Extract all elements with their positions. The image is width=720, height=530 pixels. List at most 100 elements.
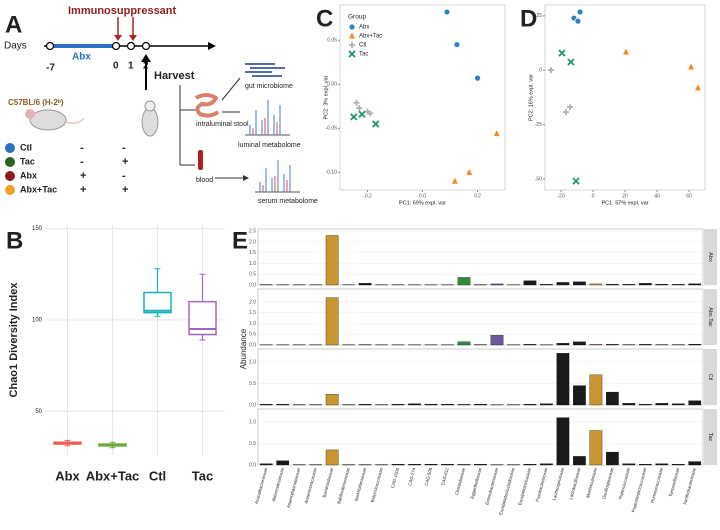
x-tick-label: Lachnospiraceae [552,467,566,501]
bar [424,403,438,406]
box [143,291,172,314]
point [566,104,573,111]
mouse-icon [141,100,159,137]
panel-label: A [5,11,22,38]
y-tick-label: 0.0 [249,462,256,468]
y-tick-label: 1.0 [249,359,256,365]
x-tick-label: Oscillospiraceae [601,467,614,500]
point [466,168,473,175]
x-tick-label: CAG-611 [440,467,450,486]
x-tick-label: Ctl [149,468,166,483]
point [367,110,374,117]
bar [688,400,702,406]
bar [457,403,471,406]
point [688,63,695,70]
bar [523,403,537,406]
y-tick-label: 1.5 [249,250,256,256]
arrowheads [114,35,137,41]
y-tick-label: 0.5 [249,272,256,278]
y-tick-label: 2.0 [249,299,256,305]
facet-label: Tac [707,433,713,442]
spectrum-icon [255,160,300,193]
bracket [179,85,198,166]
bar [276,460,290,466]
point [572,177,580,185]
point [353,99,360,106]
x-tick-label: Butyricicoccaceae [370,467,384,503]
tac-sign: + [122,156,128,168]
blood-arrowhead [243,175,249,181]
bar [671,403,685,406]
x-tick-label: Tac [192,468,213,483]
group-dot [5,143,15,153]
x-axis-label: PC1: 69% expl. var [399,200,446,206]
point [358,110,366,118]
connector [221,77,241,113]
spectrum-icon [245,100,290,136]
bar [457,463,471,466]
serum-label: serum metabolome [258,198,318,205]
mouse-icon [25,109,85,131]
bar [540,403,553,406]
x-tick-label: 60 [686,193,692,199]
x-tick-label: Muribaculaceae [585,467,598,499]
point [451,177,458,184]
group-name: Tac [20,156,35,166]
point [547,67,554,74]
bar [606,344,619,346]
bar [556,353,570,406]
y-tick-label: 2.5 [249,228,256,234]
intestine-icon [194,93,220,118]
bar [556,282,570,286]
y-tick-label: 1.0 [249,419,256,425]
day-points [45,41,151,51]
bar [325,235,339,286]
bar [457,341,471,346]
bar [638,403,652,406]
point [356,105,363,112]
bar [474,463,487,466]
abx-sign: + [80,170,86,182]
point [558,49,566,57]
bar [474,403,487,406]
x-tick-label: -0.2 [363,193,372,199]
point [474,74,481,82]
y-tick-label: 0.5 [249,441,256,447]
bar [540,284,553,286]
legend-label: Abx+Tac [359,34,382,40]
plot-area [45,225,225,455]
x-tick-label: Erysipelotrichaceae [517,467,532,506]
y-tick-label: 1.0 [249,261,256,267]
point [576,8,584,16]
x-tick-label: Enterobacteriaceae [484,467,499,506]
legend-marker [349,32,355,39]
bar [556,417,570,466]
strain-label: C57BL/6 (H-2ᵇ) [8,98,64,107]
legend-title: Group [348,14,366,21]
point [574,17,582,25]
day-tick: 1 [128,61,134,72]
y-tick-label: 100 [32,317,43,323]
x-tick-label: Ruminococcaceae [650,467,664,504]
x-tick-label: Fusobacteriaceae [535,467,549,503]
facet-panel [257,408,704,466]
bar [391,403,405,406]
point [567,58,575,66]
x-tick-label: 0.0 [419,193,426,199]
y-tick-label: 0.00 [327,82,337,88]
x-tick-label: Acutalibacteraceae [254,467,269,505]
y-tick-label: 25 [536,13,542,19]
bar [490,335,504,346]
facet-panel [257,348,704,406]
y-tick-label: 0 [539,68,542,74]
bar [490,283,504,286]
x-tick-label: Abx+Tac [86,468,140,483]
y-tick-label: 0.5 [249,332,256,338]
bar [688,343,702,346]
legend-label: Tac [359,52,368,58]
point [622,48,629,55]
bar [424,463,438,466]
bar [276,403,290,406]
bar [622,284,636,286]
facet-label: Abx.Tac [707,307,713,327]
